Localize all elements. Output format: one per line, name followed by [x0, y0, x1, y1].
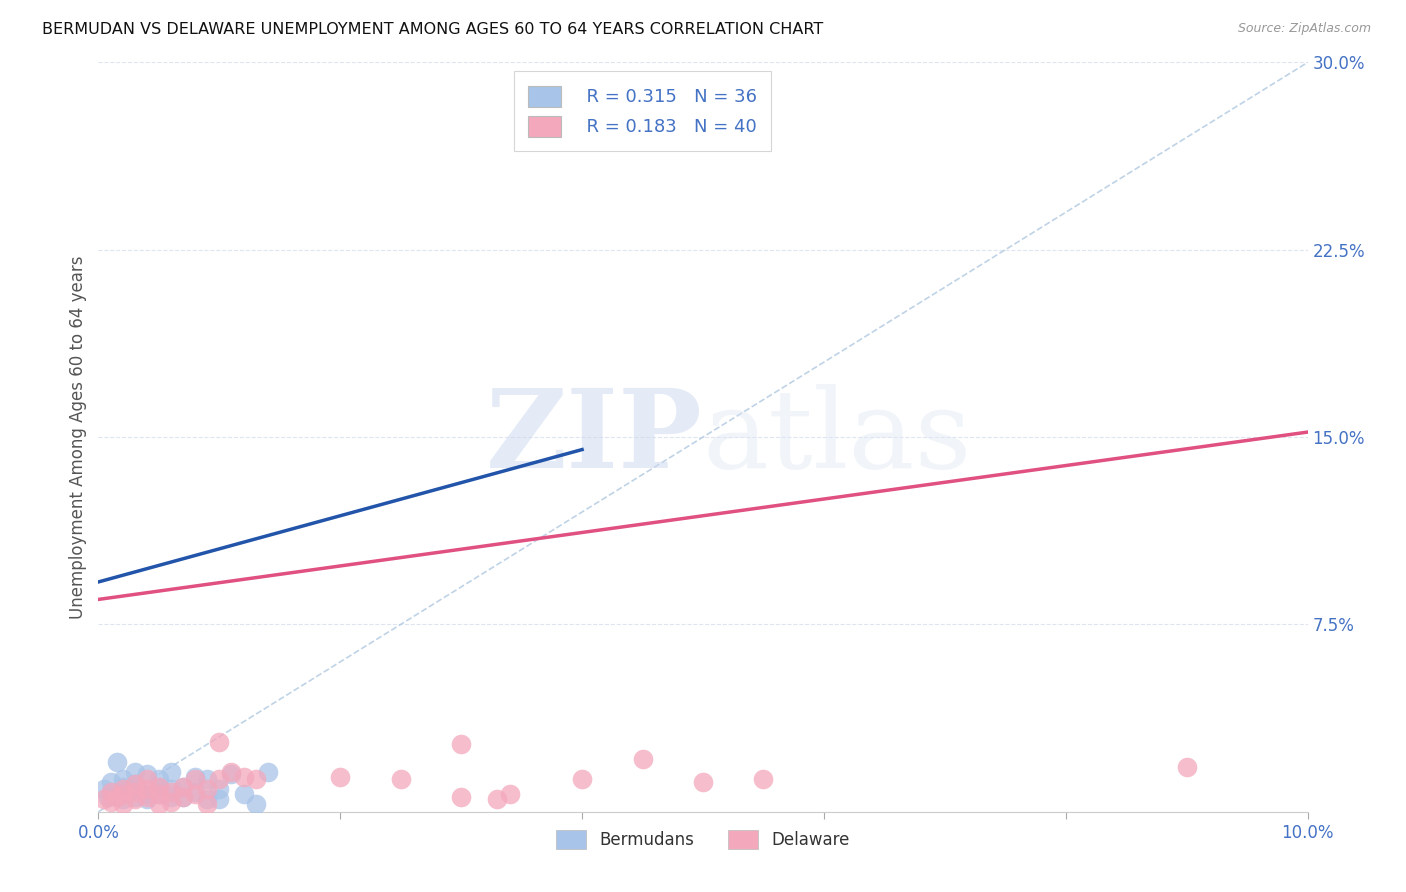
Point	[498, 787, 520, 801]
Point	[135, 772, 157, 787]
Point	[100, 774, 122, 789]
Point	[135, 792, 157, 806]
Point	[631, 752, 654, 766]
Point	[135, 789, 157, 804]
Point	[124, 785, 146, 799]
Point	[329, 770, 352, 784]
Point	[118, 785, 141, 799]
Point	[571, 772, 593, 787]
Point	[124, 792, 146, 806]
Point	[389, 772, 412, 787]
Point	[111, 787, 134, 801]
Point	[160, 785, 183, 799]
Point	[172, 780, 194, 794]
Point	[111, 772, 134, 787]
Point	[124, 782, 146, 797]
Point	[111, 797, 134, 812]
Point	[172, 789, 194, 804]
Point	[450, 737, 472, 751]
Point	[184, 785, 207, 799]
Point	[97, 789, 120, 804]
Point	[124, 789, 146, 804]
Point	[172, 789, 194, 804]
Text: atlas: atlas	[703, 384, 973, 491]
Point	[148, 787, 170, 801]
Point	[111, 780, 134, 794]
Point	[105, 789, 128, 804]
Point	[245, 772, 267, 787]
Point	[148, 797, 170, 812]
Point	[93, 782, 115, 797]
Point	[124, 777, 146, 791]
Text: Source: ZipAtlas.com: Source: ZipAtlas.com	[1237, 22, 1371, 36]
Legend: Bermudans, Delaware: Bermudans, Delaware	[550, 823, 856, 855]
Point	[221, 767, 243, 781]
Point	[105, 755, 128, 769]
Point	[692, 774, 714, 789]
Point	[160, 795, 183, 809]
Point	[208, 792, 231, 806]
Text: ZIP: ZIP	[486, 384, 703, 491]
Point	[100, 795, 122, 809]
Point	[100, 785, 122, 799]
Point	[245, 797, 267, 812]
Point	[195, 772, 218, 787]
Point	[160, 782, 183, 797]
Point	[111, 792, 134, 806]
Point	[148, 780, 170, 794]
Point	[184, 772, 207, 787]
Point	[256, 764, 278, 779]
Point	[100, 785, 122, 799]
Point	[221, 764, 243, 779]
Point	[195, 797, 218, 812]
Point	[232, 770, 254, 784]
Point	[148, 780, 170, 794]
Point	[184, 787, 207, 801]
Point	[208, 735, 231, 749]
Point	[124, 764, 146, 779]
Point	[124, 777, 146, 791]
Point	[160, 789, 183, 804]
Point	[135, 767, 157, 781]
Point	[129, 785, 152, 799]
Point	[135, 787, 157, 801]
Point	[93, 792, 115, 806]
Point	[208, 782, 231, 797]
Point	[486, 792, 509, 806]
Point	[195, 782, 218, 797]
Point	[752, 772, 775, 787]
Point	[148, 787, 170, 801]
Point	[172, 780, 194, 794]
Point	[195, 792, 218, 806]
Point	[450, 789, 472, 804]
Text: BERMUDAN VS DELAWARE UNEMPLOYMENT AMONG AGES 60 TO 64 YEARS CORRELATION CHART: BERMUDAN VS DELAWARE UNEMPLOYMENT AMONG …	[42, 22, 824, 37]
Point	[1175, 760, 1198, 774]
Point	[160, 764, 183, 779]
Y-axis label: Unemployment Among Ages 60 to 64 years: Unemployment Among Ages 60 to 64 years	[69, 255, 87, 619]
Point	[135, 782, 157, 797]
Point	[184, 770, 207, 784]
Point	[208, 772, 231, 787]
Point	[148, 772, 170, 787]
Point	[111, 787, 134, 801]
Point	[232, 787, 254, 801]
Point	[111, 782, 134, 797]
